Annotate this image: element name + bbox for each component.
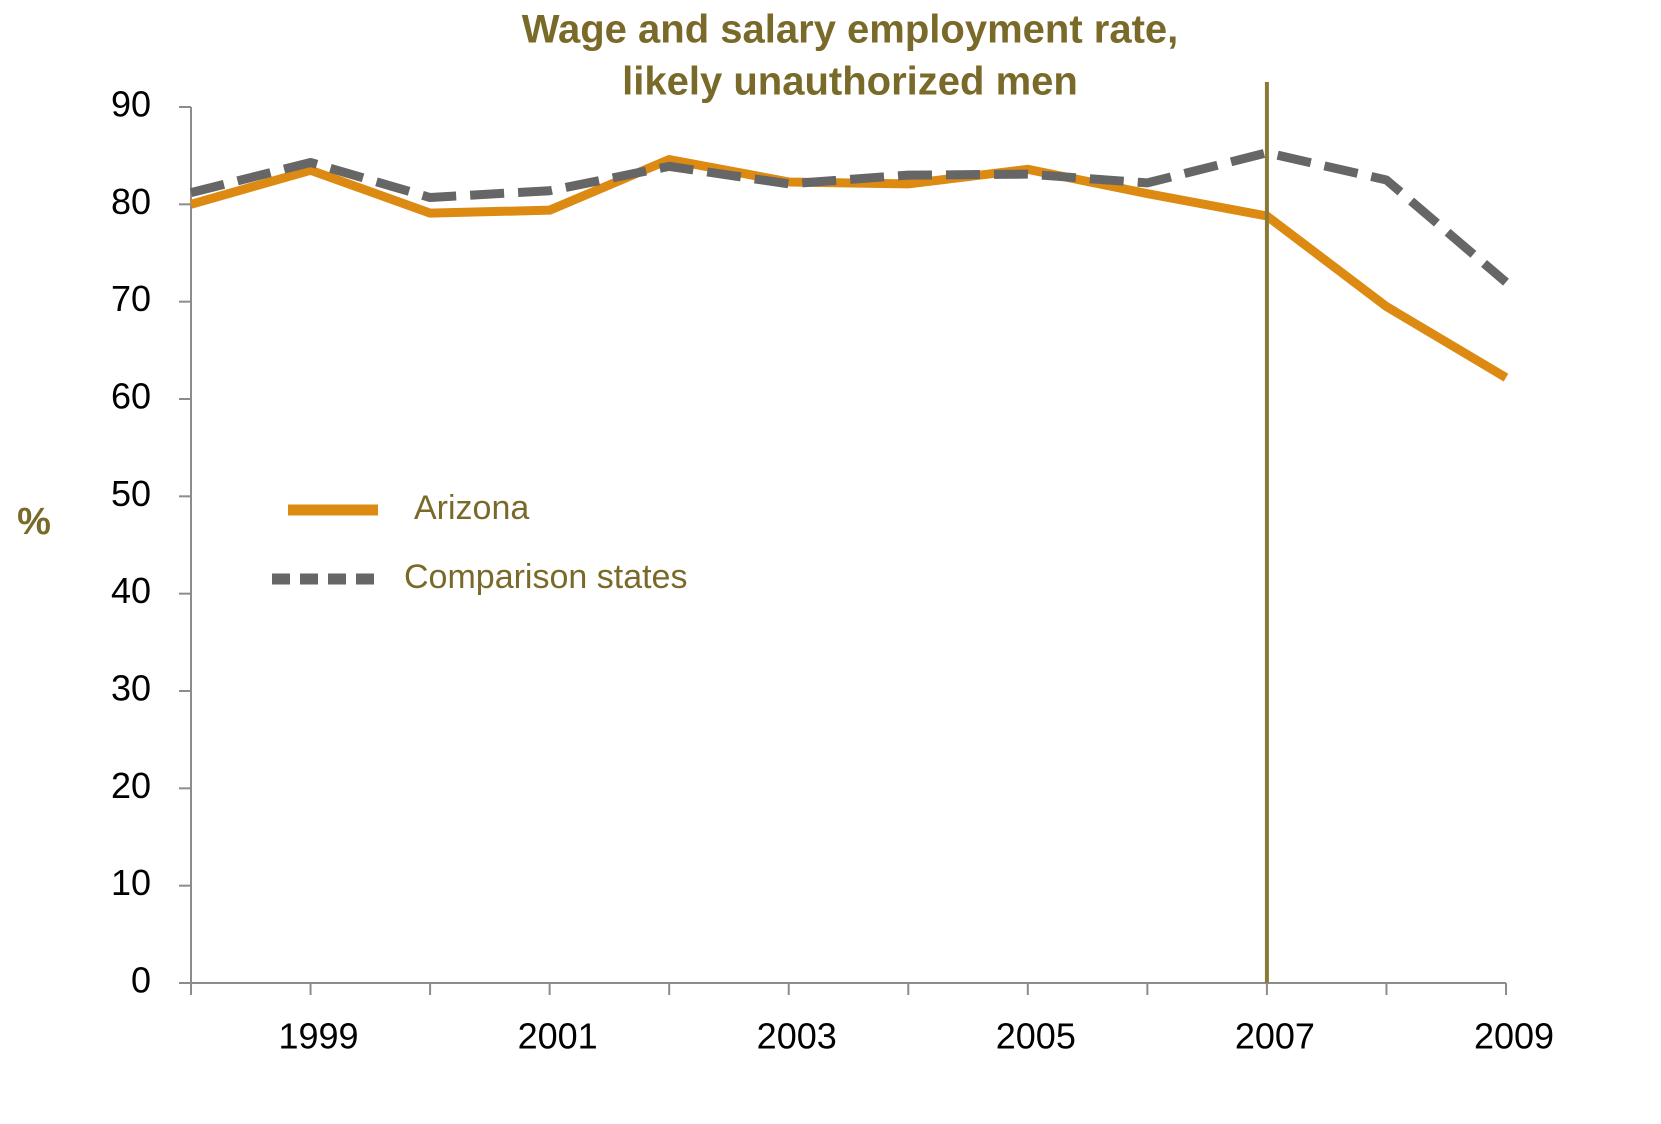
x-tick-label: 2007 — [1235, 1016, 1315, 1057]
y-tick-label: 80 — [111, 181, 151, 222]
y-tick-label: 20 — [111, 765, 151, 806]
legend-label: Arizona — [414, 489, 529, 527]
x-tick-label: 2005 — [996, 1016, 1076, 1057]
y-tick-label: 30 — [111, 668, 151, 709]
series-line — [189, 148, 1509, 286]
chart-title: Wage and salary employment rate, — [522, 8, 1179, 52]
x-tick-label: 2001 — [518, 1016, 598, 1057]
y-tick-label: 70 — [111, 278, 151, 319]
y-tick-label: 60 — [111, 376, 151, 417]
legend-label: Comparison states — [404, 558, 687, 596]
y-tick-label: 40 — [111, 570, 151, 611]
x-tick-label: 2003 — [757, 1016, 837, 1057]
y-tick-label: 90 — [111, 84, 151, 125]
series-line — [189, 155, 1509, 382]
chart-subtitle: likely unauthorized men — [622, 60, 1078, 104]
y-tick-label: 0 — [131, 960, 151, 1001]
y-axis-label: % — [17, 501, 51, 543]
y-tick-label: 50 — [111, 473, 151, 514]
x-tick-label: 1999 — [278, 1016, 358, 1057]
x-tick-label: 2009 — [1474, 1016, 1554, 1057]
y-tick-label: 10 — [111, 862, 151, 903]
